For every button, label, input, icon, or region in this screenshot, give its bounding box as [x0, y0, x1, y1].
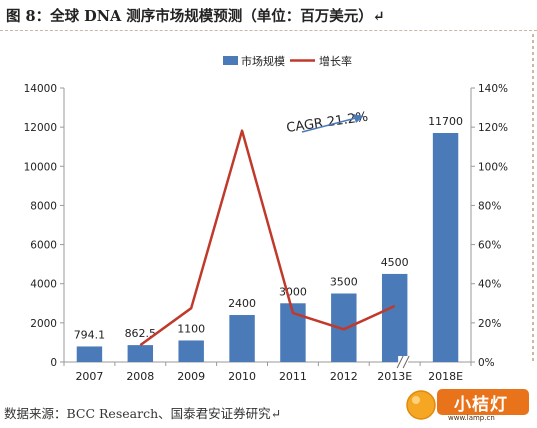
- left-y-tick-label: 10000: [24, 161, 57, 173]
- axis-break-slash: [402, 355, 410, 369]
- left-y-tick-label: 8000: [30, 200, 57, 212]
- logo-orange-highlight: [412, 396, 420, 404]
- growth-rate-line: [139, 129, 396, 347]
- bar: [76, 346, 103, 362]
- x-tick-label: 2009: [177, 370, 205, 383]
- bar-value-label: 794.1: [74, 328, 106, 341]
- legend-label-growth-rate: 增长率: [319, 54, 352, 68]
- source-note: 数据来源：BCC Research、国泰君安证券研究↵: [4, 406, 282, 421]
- bar-value-label: 3500: [330, 276, 358, 289]
- cagr-arrow-shaft: [301, 117, 357, 133]
- x-tick-label: 2011: [279, 370, 307, 383]
- x-tick-label: 2012: [330, 370, 358, 383]
- x-tick-labels: 2007 2008 2009 2010 2011 2012 2013E 2018E: [75, 370, 463, 383]
- axis-break-marker: [396, 355, 410, 369]
- logo-orange-icon: [406, 390, 436, 420]
- bar: [229, 315, 255, 362]
- bar: [178, 340, 204, 362]
- right-y-tick-label: 20%: [478, 318, 501, 330]
- x-tick-label: 2018E: [428, 370, 463, 383]
- right-y-tick-label: 100%: [478, 161, 508, 173]
- axis-ticks: 0 2000 4000 6000 8000 10000 12000 14000 0% 20% 40%…: [24, 83, 508, 369]
- axis-break-gap: [398, 356, 409, 368]
- logo-url: www.lamp.cn: [448, 414, 495, 422]
- right-y-tick-label: 0%: [478, 357, 495, 369]
- logo-badge: [406, 389, 529, 420]
- title-divider: [0, 30, 537, 31]
- legend-label-market-size: 市场规模: [241, 54, 285, 68]
- page-title: 图 8：全球 DNA 测序市场规模预测（单位：百万美元）↵: [6, 8, 385, 25]
- right-y-tick-label: 60%: [478, 240, 501, 252]
- cagr-annotation: CAGR 21.2%: [285, 110, 369, 136]
- bar: [432, 133, 459, 362]
- bar: [381, 273, 408, 362]
- left-y-tick-label: 12000: [24, 122, 57, 134]
- left-y-tick-label: 14000: [24, 83, 57, 95]
- right-y-tick-label: 40%: [478, 279, 501, 291]
- bar: [127, 345, 154, 362]
- x-tick-label: 2010: [228, 370, 256, 383]
- market-size-chart: 市场规模 增长率 0 2000 4000 6000 8000 10000 12000 1400…: [24, 54, 508, 383]
- growth-rate-series: [139, 129, 396, 347]
- left-y-tick-label: 4000: [30, 279, 57, 291]
- left-y-tick-label: 6000: [30, 240, 57, 252]
- bar-value-label: 2400: [228, 297, 256, 310]
- chart-legend: 市场规模 增长率: [223, 54, 352, 68]
- right-y-tick-label: 140%: [478, 83, 508, 95]
- logo-text: 小桔灯: [454, 395, 508, 415]
- cagr-arrow-head: [353, 114, 364, 123]
- bar-value-label: 862.5: [125, 327, 157, 340]
- x-tick-label: 2008: [126, 370, 154, 383]
- bar-value-label: 4500: [381, 256, 409, 269]
- axis-break-slash: [396, 355, 404, 369]
- cagr-label: CAGR 21.2%: [285, 110, 369, 136]
- legend-swatch-market-size: [223, 56, 238, 65]
- bar-value-label: 1100: [177, 322, 205, 335]
- right-y-tick-label: 80%: [478, 200, 501, 212]
- logo-banner: [437, 389, 529, 415]
- x-tick-label: 2013E: [377, 370, 412, 383]
- right-y-tick-label: 120%: [478, 122, 508, 134]
- left-y-tick-label: 0: [50, 357, 57, 369]
- bar-value-label: 11700: [428, 115, 463, 128]
- margin-marker: [532, 34, 534, 364]
- left-y-tick-label: 2000: [30, 318, 57, 330]
- bar-value-label: 3000: [279, 285, 307, 298]
- x-tick-label: 2007: [75, 370, 103, 383]
